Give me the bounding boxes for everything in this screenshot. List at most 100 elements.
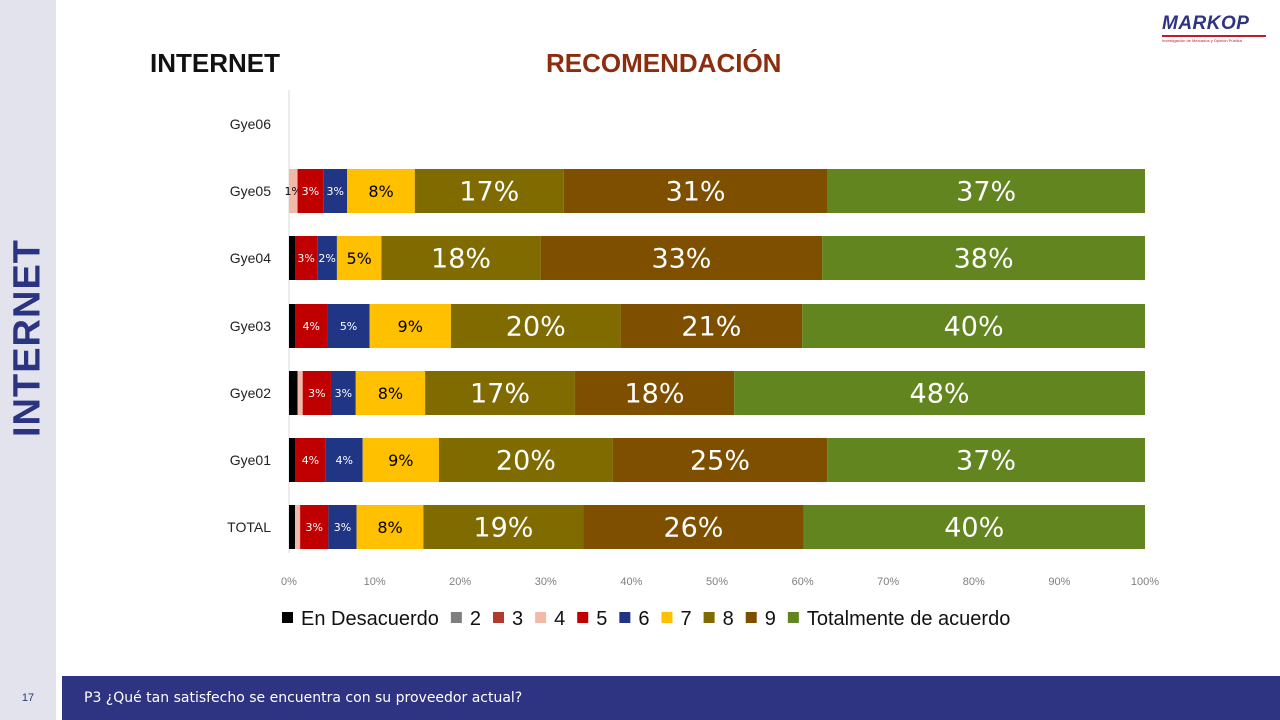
data-label: 33% bbox=[651, 244, 711, 275]
bar-segment bbox=[294, 236, 318, 280]
x-tick-label: 40% bbox=[620, 576, 642, 588]
bar-segment bbox=[289, 304, 295, 348]
data-label: 8% bbox=[368, 182, 393, 201]
logo-name: MARKOP bbox=[1162, 13, 1250, 34]
data-label: 3% bbox=[335, 387, 352, 400]
data-label: 3% bbox=[297, 252, 314, 265]
bar-segment bbox=[300, 505, 329, 549]
data-label: 5% bbox=[346, 249, 371, 268]
category-label: TOTAL bbox=[227, 519, 271, 535]
data-label: 5% bbox=[340, 320, 357, 333]
section-title: INTERNET bbox=[150, 48, 280, 78]
legend-label: 4 bbox=[554, 608, 565, 630]
data-label: 3% bbox=[326, 185, 343, 198]
bar-segment bbox=[289, 505, 295, 549]
data-label: 3% bbox=[302, 185, 319, 198]
data-label: 18% bbox=[431, 244, 491, 275]
legend-swatch bbox=[787, 612, 799, 623]
legend-label: Totalmente de acuerdo bbox=[807, 608, 1010, 630]
legend-swatch bbox=[661, 612, 673, 623]
x-tick-label: 60% bbox=[792, 576, 814, 588]
bar-segment bbox=[302, 371, 331, 415]
legend-label: 8 bbox=[723, 608, 734, 630]
side-band bbox=[0, 0, 56, 720]
x-tick-label: 10% bbox=[364, 576, 386, 588]
page-number: 17 bbox=[21, 692, 35, 704]
x-tick-label: 30% bbox=[535, 576, 557, 588]
bar-segment bbox=[438, 438, 613, 482]
data-label: 3% bbox=[306, 521, 323, 534]
bar-segment bbox=[827, 169, 1145, 213]
bar-segment bbox=[327, 304, 370, 348]
data-label: 4% bbox=[336, 454, 353, 467]
legend-label: 5 bbox=[596, 608, 607, 630]
data-label: 20% bbox=[506, 312, 566, 343]
category-label: Gye03 bbox=[230, 318, 271, 334]
bar-segment bbox=[574, 371, 735, 415]
data-label: 2% bbox=[318, 252, 335, 265]
bar-segment bbox=[289, 236, 295, 280]
bar-segment bbox=[289, 438, 295, 482]
data-label: 17% bbox=[459, 177, 519, 208]
data-label: 4% bbox=[303, 320, 320, 333]
legend-label: 3 bbox=[512, 608, 523, 630]
bar-segment bbox=[323, 169, 348, 213]
bar-segment bbox=[612, 438, 828, 482]
bar-segment bbox=[297, 169, 324, 213]
data-label: 9% bbox=[388, 451, 413, 470]
bar-segment bbox=[423, 505, 584, 549]
data-label: 4% bbox=[302, 454, 319, 467]
data-label: 3% bbox=[334, 521, 351, 534]
bar-segment bbox=[369, 304, 451, 348]
legend-swatch bbox=[492, 612, 504, 623]
x-tick-label: 90% bbox=[1048, 576, 1070, 588]
legend-swatch bbox=[745, 612, 757, 623]
x-tick-label: 80% bbox=[963, 576, 985, 588]
data-label: 40% bbox=[944, 312, 1004, 343]
data-label: 48% bbox=[910, 379, 970, 410]
bar-segment bbox=[294, 505, 301, 549]
x-tick-label: 100% bbox=[1131, 576, 1159, 588]
bar-segment bbox=[802, 304, 1145, 348]
data-label: 18% bbox=[625, 379, 685, 410]
data-label: 26% bbox=[663, 513, 723, 544]
legend-swatch bbox=[535, 612, 547, 623]
bar-segment bbox=[381, 236, 541, 280]
bar-segment bbox=[347, 169, 415, 213]
category-label: Gye06 bbox=[230, 116, 271, 132]
x-tick-label: 20% bbox=[449, 576, 471, 588]
legend-label: 2 bbox=[470, 608, 481, 630]
legend-swatch bbox=[282, 612, 293, 623]
data-label: 37% bbox=[956, 177, 1016, 208]
bar-segment bbox=[294, 438, 326, 482]
legend-label: En Desacuerdo bbox=[301, 608, 439, 630]
bar-segment bbox=[803, 505, 1145, 549]
bar-segment bbox=[355, 371, 426, 415]
bar-segment bbox=[827, 438, 1145, 482]
x-tick-label: 0% bbox=[281, 576, 297, 588]
bar-segment bbox=[362, 438, 439, 482]
data-label: 17% bbox=[470, 379, 530, 410]
bar-segment bbox=[620, 304, 803, 348]
bar-segment bbox=[822, 236, 1145, 280]
stacked-bar-chart: Gye06 Gye05 Gye04 Gye03 Gye02 Gye01 TOTAL 0% 10%… bbox=[227, 90, 1159, 630]
bar-segment bbox=[425, 371, 575, 415]
legend-swatch bbox=[450, 612, 462, 623]
footer-question: P3 ¿Qué tan satisfecho se encuentra con … bbox=[62, 676, 1280, 720]
logo-rule bbox=[1162, 35, 1266, 37]
bar-segment bbox=[328, 505, 357, 549]
x-tick-label: 70% bbox=[877, 576, 899, 588]
legend-label: 6 bbox=[638, 608, 649, 630]
markop-logo: MARKOP Investigación de Mercados y Opini… bbox=[1162, 14, 1266, 44]
data-label: 20% bbox=[496, 446, 556, 477]
category-label: Gye02 bbox=[230, 385, 271, 401]
bar-segment bbox=[450, 304, 621, 348]
bar-segment bbox=[356, 505, 424, 549]
logo-tagline: Investigación de Mercados y Opinión Públ… bbox=[1162, 38, 1242, 43]
bar-segment bbox=[297, 371, 303, 415]
data-label: 9% bbox=[398, 317, 423, 336]
bar-segment bbox=[583, 505, 804, 549]
bar-segment bbox=[563, 169, 828, 213]
bar-segment bbox=[294, 304, 328, 348]
bar-segment bbox=[330, 371, 356, 415]
